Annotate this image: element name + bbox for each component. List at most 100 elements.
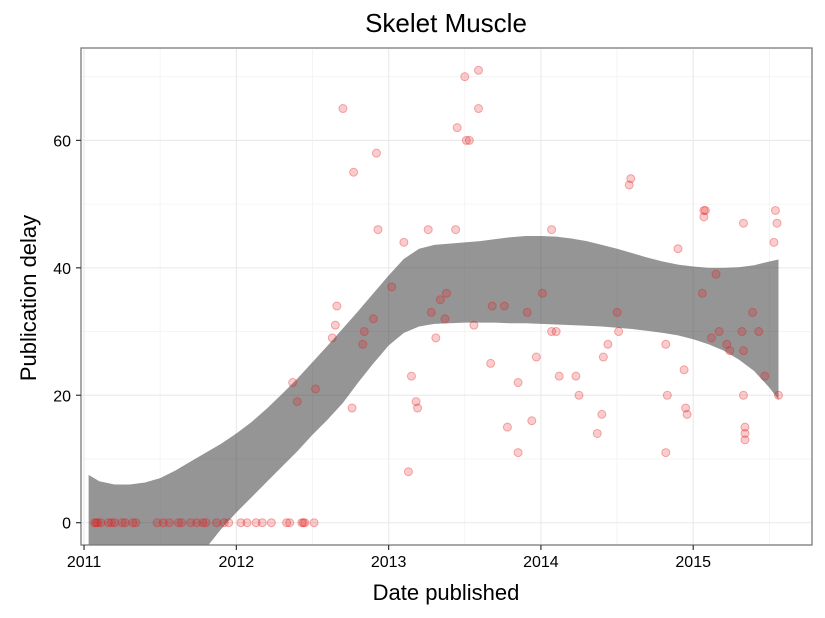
data-point <box>201 518 211 528</box>
data-point <box>473 104 483 114</box>
data-point <box>626 174 636 184</box>
data-point <box>91 518 101 528</box>
data-point <box>96 518 106 528</box>
x-tick-label: 2013 <box>371 554 407 571</box>
data-point <box>251 518 261 528</box>
data-point <box>128 518 138 528</box>
data-point <box>772 218 782 228</box>
data-point <box>435 295 445 305</box>
data-point <box>373 225 383 235</box>
data-point <box>309 518 319 528</box>
data-point <box>347 403 357 413</box>
data-point <box>754 327 764 337</box>
data-point <box>774 390 783 400</box>
data-point <box>662 390 672 400</box>
data-point <box>411 397 421 407</box>
x-tick-label: 2012 <box>219 554 255 571</box>
data-point <box>158 518 168 528</box>
smooth-confidence-band <box>88 235 779 545</box>
axes-layer: 2011 2012 2013 2014 2015 0 20 40 60 <box>53 133 711 571</box>
data-point <box>242 518 252 528</box>
data-point <box>571 371 581 381</box>
data-point <box>699 212 709 222</box>
data-point <box>288 378 298 388</box>
data-point <box>224 518 234 528</box>
data-point <box>499 301 509 311</box>
data-point <box>547 225 557 235</box>
data-point <box>464 135 474 145</box>
data-point <box>679 365 689 375</box>
data-point <box>236 518 246 528</box>
data-point <box>359 327 369 337</box>
data-point <box>426 307 436 317</box>
data-point <box>547 327 557 337</box>
data-point <box>266 518 276 528</box>
data-point <box>624 180 634 190</box>
data-point <box>120 518 130 528</box>
data-point <box>452 123 462 133</box>
data-point <box>451 225 461 235</box>
data-point <box>110 518 119 528</box>
data-point <box>673 244 683 254</box>
data-point <box>403 467 413 477</box>
data-point <box>738 218 748 228</box>
data-point <box>513 448 523 458</box>
data-point <box>554 371 564 381</box>
data-point <box>661 448 671 458</box>
data-point <box>173 518 183 528</box>
data-point <box>760 371 770 381</box>
data-point <box>298 518 308 528</box>
data-point <box>192 518 202 528</box>
data-point <box>740 428 750 438</box>
x-tick-label: 2011 <box>67 554 102 571</box>
data-point <box>681 403 691 413</box>
data-point <box>537 288 547 298</box>
data-point <box>551 327 561 337</box>
data-point <box>574 390 584 400</box>
data-point <box>327 333 337 343</box>
data-point <box>682 409 692 419</box>
data-point <box>349 167 359 177</box>
y-axis-title: Publication delay <box>16 215 41 381</box>
x-axis-title: Date published <box>373 580 520 605</box>
data-point <box>198 518 208 528</box>
data-point <box>725 346 735 356</box>
data-point <box>212 518 222 528</box>
x-tick-label: 2014 <box>523 554 559 571</box>
data-point <box>738 390 748 400</box>
data-point <box>292 397 302 407</box>
data-point <box>131 518 141 528</box>
data-point <box>177 518 187 528</box>
data-point <box>597 409 607 419</box>
data-point <box>387 282 397 292</box>
data-point <box>164 518 174 528</box>
data-point <box>748 307 758 317</box>
data-point <box>368 314 378 324</box>
y-tick-label: 0 <box>62 516 71 533</box>
data-point <box>598 352 608 362</box>
smooth-band-layer <box>88 235 779 545</box>
data-point <box>297 518 307 528</box>
data-point <box>722 339 732 349</box>
data-point <box>300 518 310 528</box>
data-point <box>522 307 532 317</box>
data-point <box>152 518 162 528</box>
y-tick-label: 20 <box>53 388 71 405</box>
data-point <box>714 327 724 337</box>
data-point <box>282 518 292 528</box>
data-point <box>103 518 113 528</box>
data-point <box>117 518 127 528</box>
points-layer <box>90 65 783 528</box>
data-point <box>186 518 196 528</box>
data-point <box>106 518 116 528</box>
data-point <box>371 148 381 158</box>
data-point <box>399 237 409 247</box>
data-point <box>219 518 229 528</box>
data-point <box>603 339 613 349</box>
data-point <box>469 320 479 330</box>
data-point <box>700 205 710 215</box>
data-point <box>358 339 368 349</box>
data-point <box>257 518 267 528</box>
y-tick-label: 60 <box>53 133 71 150</box>
